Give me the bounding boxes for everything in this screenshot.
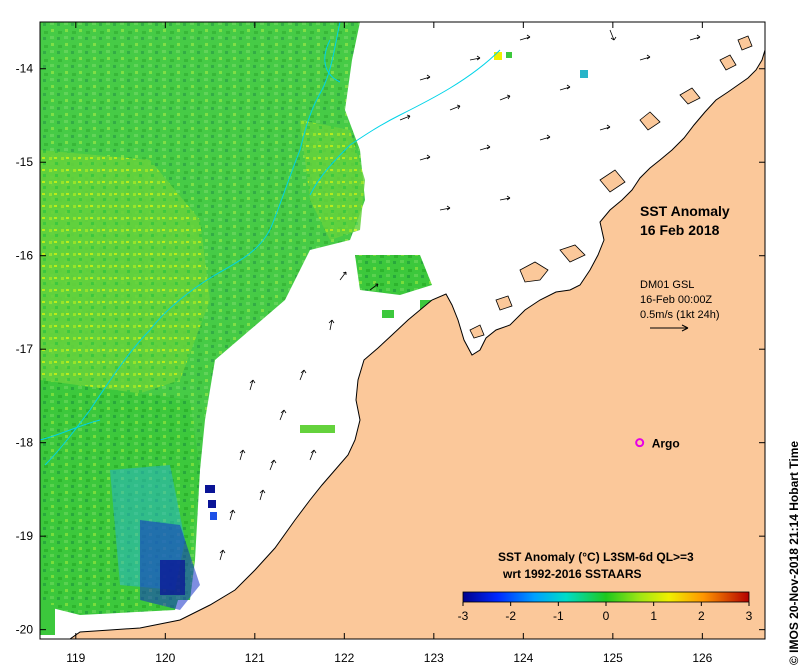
lat-tick-label: -20: [16, 623, 34, 637]
map-date: 16 Feb 2018: [640, 222, 720, 238]
lat-tick-label: -15: [16, 155, 34, 169]
current-time: 16-Feb 00:00Z: [640, 294, 712, 306]
lon-tick-label: 120: [155, 651, 175, 665]
argo-label: Argo: [652, 437, 680, 451]
colorbar-tick-label: 0: [603, 609, 610, 623]
axis-ticks: [40, 22, 765, 639]
coastline-islands: [469, 35, 753, 339]
map-frame: [39, 21, 766, 640]
land-mass: [69, 22, 765, 639]
lat-tick-label: -19: [16, 529, 34, 543]
colorbar-ticks: -3 -2 -1 0 1 2 3: [458, 602, 753, 623]
colorbar-tick-label: 1: [650, 609, 657, 623]
colorbar-subtitle: wrt 1992-2016 SSTAARS: [502, 567, 642, 581]
current-vectors: [219, 29, 701, 561]
current-scale-arrow-icon: [650, 324, 689, 332]
contour-lines: [40, 22, 501, 466]
lon-tick-label: 119: [66, 651, 85, 665]
lat-tick-label: -16: [16, 249, 34, 263]
lon-tick-label: 125: [603, 651, 623, 665]
argo-marker[interactable]: [635, 438, 645, 448]
latitude-axis: -14 -15 -16 -17 -18 -19 -20: [16, 62, 34, 637]
colorbar-tick-label: -2: [505, 609, 516, 623]
colorbar-tick-label: 3: [746, 609, 753, 623]
lat-tick-label: -14: [16, 62, 34, 76]
lat-tick-label: -18: [16, 436, 34, 450]
longitude-axis: 119 120 121 122 123 124 125 126: [66, 651, 712, 665]
credit-text: © IMOS 20-Nov-2018 21:14 Hobart Time: [787, 441, 801, 665]
current-scale: 0.5m/s (1kt 24h): [640, 309, 719, 321]
lon-tick-label: 123: [424, 651, 444, 665]
colorbar-tick-label: -1: [553, 609, 564, 623]
colorbar-tick-label: 2: [698, 609, 705, 623]
colorbar: [462, 591, 750, 603]
lat-tick-label: -17: [16, 342, 34, 356]
current-source: DM01 GSL: [640, 279, 694, 291]
colorbar-title: SST Anomaly (°C) L3SM-6d QL>=3: [498, 550, 694, 564]
lon-tick-label: 121: [245, 651, 265, 665]
lon-tick-label: 122: [334, 651, 354, 665]
lon-tick-label: 126: [692, 651, 712, 665]
map-title: SST Anomaly: [640, 203, 730, 219]
lon-tick-label: 124: [513, 651, 533, 665]
colorbar-tick-label: -3: [458, 609, 469, 623]
sst-data-field: [40, 22, 588, 635]
